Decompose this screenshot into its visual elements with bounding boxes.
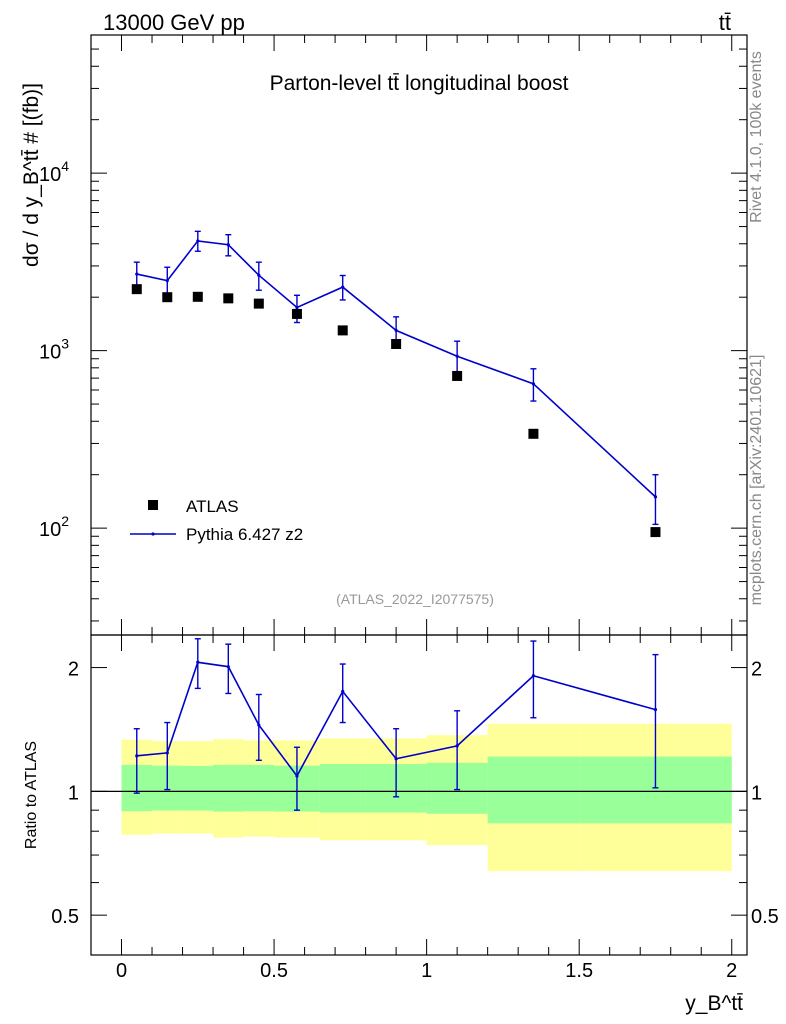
main-y-axis-label: dσ / d y_B^tt̄ # [(fb)] bbox=[20, 83, 43, 267]
ratio-point bbox=[394, 757, 398, 761]
legend-atlas-marker bbox=[148, 500, 158, 510]
side-version-label: Rivet 4.1.0, 100k events bbox=[748, 51, 765, 223]
ratio-y-tick-label: 1 bbox=[68, 782, 79, 804]
analysis-id-label: (ATLAS_2022_I2077575) bbox=[336, 591, 494, 607]
atlas-point bbox=[452, 370, 463, 381]
ratio-x-tick-label: 1.5 bbox=[565, 960, 593, 982]
x-axis-label: y_B^tt̄ bbox=[685, 992, 743, 1015]
mc-point bbox=[341, 285, 345, 289]
main-y-tick-label: 103 bbox=[39, 336, 69, 364]
main-x-ticks bbox=[121, 35, 733, 635]
atlas-point bbox=[162, 292, 173, 303]
atlas-point bbox=[391, 338, 402, 349]
ratio-band-inner-bin bbox=[182, 765, 214, 811]
ratio-band-inner-bin bbox=[319, 764, 366, 813]
legend-atlas-label: ATLAS bbox=[186, 497, 239, 516]
mc-point bbox=[196, 239, 200, 243]
mc-point bbox=[455, 354, 459, 358]
atlas-point bbox=[131, 284, 142, 295]
ratio-series bbox=[133, 638, 659, 811]
ratio-x-tick-label: 0 bbox=[116, 960, 127, 982]
atlas-point bbox=[192, 291, 203, 302]
ratio-band-inner-bin bbox=[487, 756, 580, 824]
ratio-y-tick-label-right: 2 bbox=[751, 659, 762, 681]
ratio-x-tick-label: 0.5 bbox=[260, 960, 288, 982]
ratio-point bbox=[165, 751, 169, 755]
mc-point bbox=[394, 328, 398, 333]
ratio-x-tick-label: 1 bbox=[421, 960, 432, 982]
ratio-frame bbox=[90, 634, 748, 956]
mc-series-line bbox=[136, 240, 657, 498]
atlas-series bbox=[131, 284, 661, 538]
ratio-y-tick-label-right: 0.5 bbox=[751, 906, 779, 928]
atlas-point bbox=[223, 293, 234, 304]
ratio-point bbox=[257, 723, 261, 727]
main-y-tick-label: 104 bbox=[39, 158, 69, 186]
main-y-ticks bbox=[91, 34, 747, 622]
ratio-x-ticks bbox=[121, 635, 733, 955]
ratio-y-axis-label: Ratio to ATLAS bbox=[23, 741, 40, 849]
mc-point bbox=[135, 272, 139, 276]
atlas-point bbox=[337, 325, 348, 336]
ratio-point bbox=[341, 689, 345, 694]
ratio-panel: 0.5 0.5 1 1 2 2 0 0.5 1 1.5 2 Ratio to ATLAS y_B^tt̄ bbox=[23, 634, 779, 1015]
main-panel: Parton-level tt̄ longitudinal boost dσ / … bbox=[20, 34, 748, 636]
ratio-y-tick-label: 2 bbox=[68, 659, 79, 681]
ratio-point bbox=[135, 754, 139, 758]
legend-mc-label: Pythia 6.427 z2 bbox=[186, 525, 303, 544]
ratio-y-ticks bbox=[91, 667, 747, 956]
ratio-point bbox=[531, 674, 536, 678]
legend-mc-dot bbox=[151, 532, 155, 536]
ratio-y-tick-label: 0.5 bbox=[51, 906, 79, 928]
mc-point bbox=[653, 495, 658, 499]
ratio-point bbox=[295, 774, 299, 778]
atlas-point bbox=[650, 527, 661, 538]
side-source-label: mcplots.cern.ch [arXiv:2401.10621] bbox=[748, 355, 765, 606]
atlas-point bbox=[253, 298, 264, 309]
mc-point bbox=[226, 243, 230, 247]
mc-point bbox=[295, 305, 299, 310]
atlas-point bbox=[291, 308, 302, 319]
mc-point bbox=[257, 273, 261, 277]
legend: ATLAS Pythia 6.427 z2 bbox=[130, 497, 303, 544]
main-frame bbox=[90, 34, 748, 636]
ratio-point bbox=[455, 744, 459, 748]
atlas-point bbox=[528, 428, 539, 439]
ratio-point bbox=[653, 708, 658, 712]
header-energy-label: 13000 GeV pp bbox=[103, 10, 245, 35]
ratio-point bbox=[196, 660, 200, 664]
mc-series bbox=[133, 230, 659, 526]
main-y-tick-label: 102 bbox=[39, 513, 69, 541]
ratio-band-inner-bin bbox=[243, 764, 275, 812]
ratio-point bbox=[226, 665, 230, 669]
ratio-band-inner-bin bbox=[213, 764, 244, 812]
mc-point bbox=[531, 382, 536, 386]
ratio-y-tick-label-right: 1 bbox=[751, 782, 762, 804]
header-process-label: tt̄ bbox=[719, 10, 731, 35]
plot-title: Parton-level tt̄ longitudinal boost bbox=[270, 72, 569, 95]
ratio-x-tick-label: 2 bbox=[726, 960, 737, 982]
mc-point bbox=[165, 279, 169, 283]
